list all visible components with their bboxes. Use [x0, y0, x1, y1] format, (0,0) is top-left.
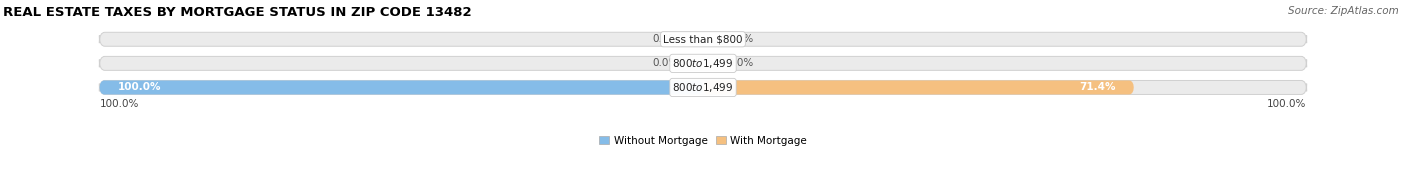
Text: $800 to $1,499: $800 to $1,499 — [672, 81, 734, 94]
FancyBboxPatch shape — [703, 81, 1135, 94]
Text: 100.0%: 100.0% — [100, 99, 139, 109]
Legend: Without Mortgage, With Mortgage: Without Mortgage, With Mortgage — [595, 132, 811, 150]
Text: $800 to $1,499: $800 to $1,499 — [672, 57, 734, 70]
Text: 0.0%: 0.0% — [652, 58, 679, 68]
Text: 0.0%: 0.0% — [727, 34, 754, 44]
Text: Less than $800: Less than $800 — [664, 34, 742, 44]
FancyBboxPatch shape — [100, 32, 1306, 46]
FancyBboxPatch shape — [100, 81, 703, 94]
Text: 0.0%: 0.0% — [727, 58, 754, 68]
Text: Source: ZipAtlas.com: Source: ZipAtlas.com — [1288, 6, 1399, 16]
Text: 71.4%: 71.4% — [1080, 82, 1116, 92]
Text: 100.0%: 100.0% — [118, 82, 160, 92]
Text: 0.0%: 0.0% — [652, 34, 679, 44]
Text: 100.0%: 100.0% — [1267, 99, 1306, 109]
Text: REAL ESTATE TAXES BY MORTGAGE STATUS IN ZIP CODE 13482: REAL ESTATE TAXES BY MORTGAGE STATUS IN … — [3, 6, 471, 19]
FancyBboxPatch shape — [100, 81, 1306, 94]
FancyBboxPatch shape — [100, 56, 1306, 70]
